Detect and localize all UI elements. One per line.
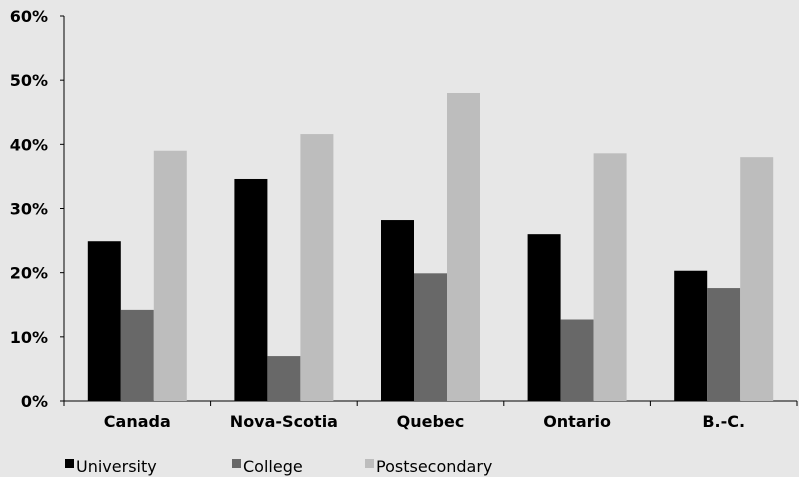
bar-university-b-c- (674, 270, 708, 401)
y-tick-label: 10% (10, 328, 48, 347)
bars (87, 93, 774, 402)
x-axis-ticks: Canada Nova-Scotia Quebec Ontario B.-C. (104, 412, 745, 431)
bar-college-ontario (560, 319, 594, 401)
y-axis-ticks: 0% 10% 20% 30% 40% 50% 60% (10, 7, 48, 411)
bar-college-canada (120, 309, 154, 401)
legend-swatch-postsecondary (365, 459, 374, 468)
bar-university-quebec (381, 220, 414, 401)
legend: University College Postsecondary (65, 457, 492, 476)
bar-postsecondary-ontario (593, 153, 627, 401)
y-tick-label: 20% (10, 264, 48, 283)
x-tick-label: Nova-Scotia (230, 412, 338, 431)
y-tick-label: 50% (10, 71, 48, 90)
x-tick-label: Canada (104, 412, 171, 431)
y-tick-label: 30% (10, 200, 48, 219)
y-tick-label: 60% (10, 7, 48, 26)
x-tick-label: Quebec (397, 412, 465, 431)
legend-swatch-university (65, 459, 74, 468)
y-tick-label: 0% (21, 392, 48, 411)
bar-postsecondary-quebec (447, 93, 480, 401)
bar-postsecondary-nova-scotia (300, 134, 334, 402)
bar-university-nova-scotia (234, 178, 268, 401)
bar-college-quebec (414, 273, 447, 401)
y-tick-label: 40% (10, 135, 48, 154)
bar-postsecondary-b-c- (740, 157, 774, 401)
bar-college-b-c- (707, 288, 741, 401)
bar-college-nova-scotia (267, 356, 301, 401)
legend-label-university: University (76, 457, 157, 476)
bar-university-canada (87, 241, 121, 401)
bar-university-ontario (527, 234, 561, 401)
x-tick-label: B.-C. (702, 412, 745, 431)
legend-label-postsecondary: Postsecondary (376, 457, 492, 476)
legend-label-college: College (243, 457, 303, 476)
bar-postsecondary-canada (153, 150, 187, 401)
x-tick-label: Ontario (543, 412, 611, 431)
legend-swatch-college (232, 459, 241, 468)
